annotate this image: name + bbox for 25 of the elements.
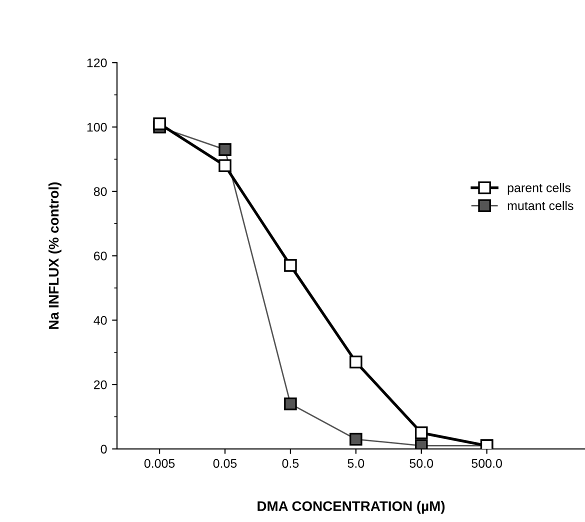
x-axis-title: DMA CONCENTRATION (µM) <box>258 500 445 514</box>
y-tick-label: 40 <box>94 316 107 325</box>
point <box>284 259 297 272</box>
point <box>414 426 428 440</box>
point <box>218 143 232 156</box>
y-tick-label: 80 <box>94 187 107 196</box>
x-tick-label: 5.0 <box>348 458 364 468</box>
y-tick-label: 0 <box>100 444 107 454</box>
x-tick-label: 0.05 <box>213 458 237 468</box>
legend-label: parent cells <box>508 183 571 195</box>
y-tick-label: 20 <box>94 380 107 390</box>
legend-label: mutant cells <box>508 200 574 210</box>
x-tick-label: 0.5 <box>282 458 299 468</box>
point <box>284 397 297 410</box>
point <box>218 159 232 172</box>
y-tick-label: 60 <box>94 252 107 260</box>
x-tick-label: 500.0 <box>472 458 502 468</box>
y-tick-label: 120 <box>87 58 107 68</box>
point <box>350 432 362 446</box>
x-tick-label: 50.0 <box>410 458 434 468</box>
y-axis-title: Na INFLUX (% control) <box>48 182 62 329</box>
point <box>153 117 166 130</box>
y-tick-label: 100 <box>87 122 107 132</box>
x-tick-label: 0.005 <box>144 458 175 468</box>
point <box>350 356 362 368</box>
